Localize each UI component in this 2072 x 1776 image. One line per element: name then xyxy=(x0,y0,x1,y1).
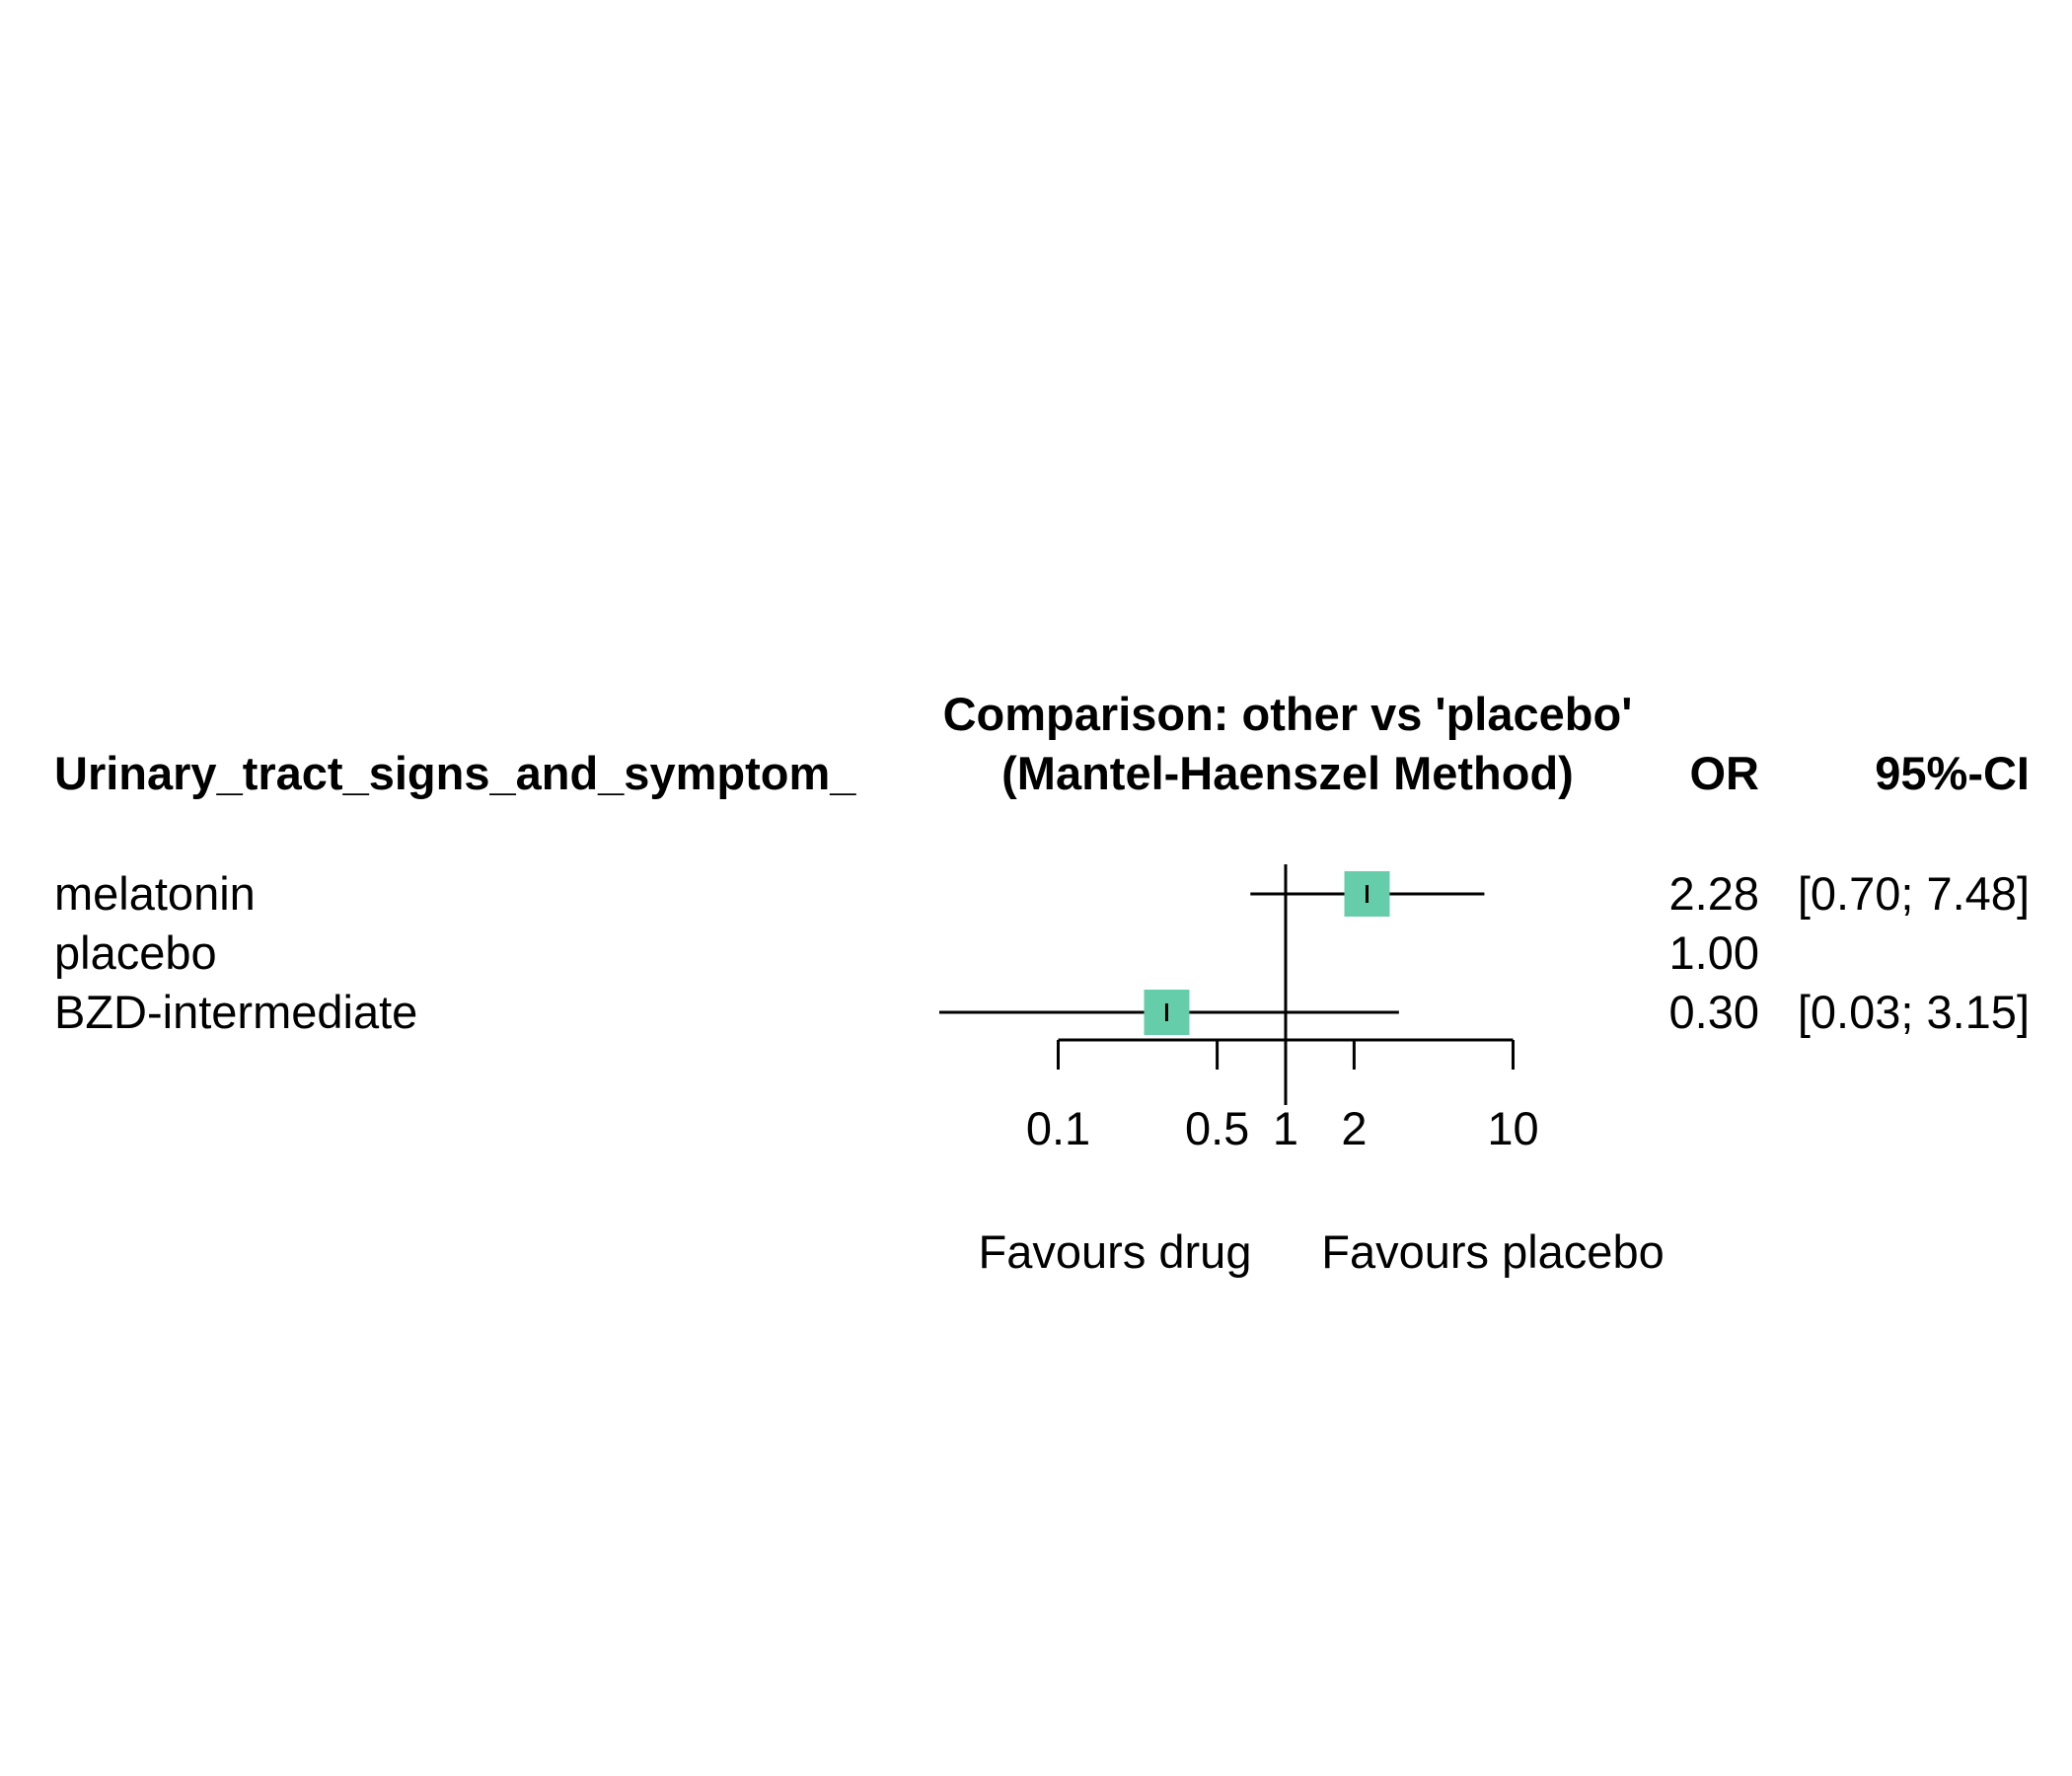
ci-value: [0.70; 7.48] xyxy=(1798,867,2030,920)
study-label: melatonin xyxy=(54,867,256,920)
comparison-title: Comparison: other vs 'placebo' xyxy=(943,688,1633,740)
study-label: BZD-intermediate xyxy=(54,986,417,1038)
x-tick-label: 10 xyxy=(1487,1102,1538,1154)
ci-header: 95%-CI xyxy=(1875,747,2030,799)
x-tick-label: 2 xyxy=(1341,1102,1367,1154)
effect-header: OR xyxy=(1690,747,1760,799)
study-row: placebo 1.00 xyxy=(54,926,1759,979)
study-row: melatonin 2.28 [0.70; 7.48] xyxy=(54,867,2030,920)
x-tick-label: 0.5 xyxy=(1185,1102,1249,1154)
or-value: 0.30 xyxy=(1669,986,1759,1038)
study-row: BZD-intermediate 0.30 [0.03; 3.15] xyxy=(54,986,2030,1038)
method-subtitle: (Mantel-Haenszel Method) xyxy=(1001,747,1574,799)
favours-left-label: Favours drug xyxy=(979,1225,1252,1278)
study-label: placebo xyxy=(54,926,217,979)
x-axis: 0.1 0.5 1 2 10 xyxy=(1026,1038,1539,1154)
favours-right-label: Favours placebo xyxy=(1321,1225,1664,1278)
outcome-header: Urinary_tract_signs_and_symptom_ xyxy=(54,747,856,799)
x-tick-label: 0.1 xyxy=(1026,1102,1090,1154)
x-tick-label: 1 xyxy=(1273,1102,1298,1154)
or-value: 2.28 xyxy=(1669,867,1759,920)
or-value: 1.00 xyxy=(1669,926,1759,979)
ci-value: [0.03; 3.15] xyxy=(1798,986,2030,1038)
study-rows: melatonin 2.28 [0.70; 7.48] placebo 1.00 BZD-… xyxy=(54,867,2030,1038)
